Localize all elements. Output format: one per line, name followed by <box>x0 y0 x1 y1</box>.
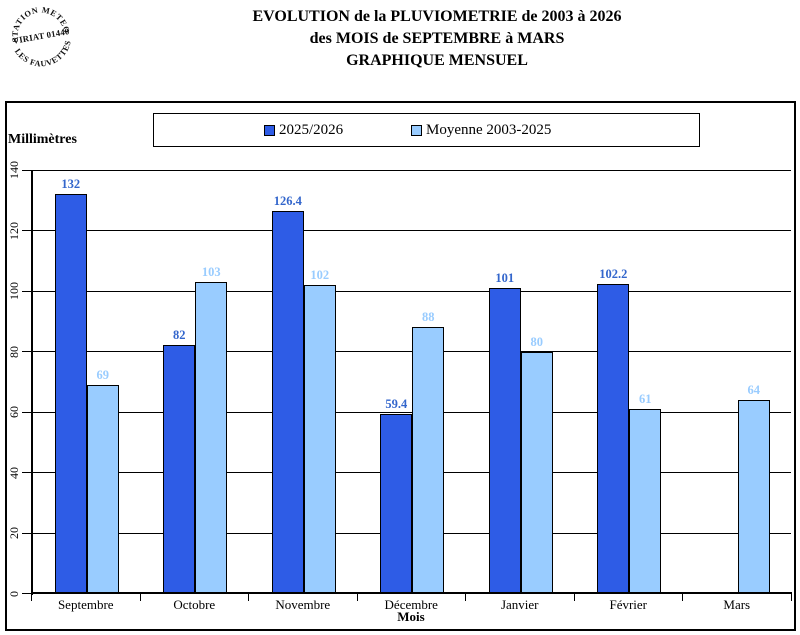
bar-value-s2025-2026-février: 102.2 <box>599 267 628 282</box>
x-tick-5 <box>573 593 575 601</box>
y-tick-0 <box>22 593 31 594</box>
y-tick-60 <box>22 411 31 413</box>
legend: 2025/2026 Moyenne 2003-2025 <box>153 113 700 147</box>
bar-value-moyenne-septembre: 69 <box>96 367 110 382</box>
gridline-60 <box>31 411 791 413</box>
legend-swatch-2025-2026 <box>264 124 275 136</box>
x-tick-1 <box>139 593 141 601</box>
x-category-label-octobre: Octobre <box>173 597 216 612</box>
y-axis-line <box>30 170 33 595</box>
bar-s2025-2026-janvier <box>488 287 521 594</box>
bar-moyenne-novembre <box>303 284 336 594</box>
y-tick-label-80: 80 <box>7 345 21 358</box>
gridline-80 <box>31 351 791 352</box>
bar-moyenne-septembre <box>86 384 119 594</box>
legend-swatch-moyenne <box>411 124 422 136</box>
bar-moyenne-décembre <box>412 327 445 594</box>
title-line-2: des MOIS de SEPTEMBRE à MARS <box>309 30 565 47</box>
x-tick-0 <box>31 593 32 601</box>
x-tick-2 <box>248 593 249 601</box>
title-line-1: EVOLUTION de la PLUVIOMETRIE de 2003 à 2… <box>252 8 622 25</box>
gridline-120 <box>31 230 791 231</box>
x-tick-3 <box>356 593 358 601</box>
station-stamp: STATION METEO LES FAUVETTES VIRIAT 01440 <box>6 1 77 74</box>
x-category-label-décembre: Décembre <box>384 597 438 612</box>
x-axis-title: Mois <box>397 609 425 624</box>
y-tick-120 <box>22 230 31 231</box>
bar-value-s2025-2026-janvier: 101 <box>495 270 515 285</box>
y-tick-20 <box>22 532 31 534</box>
bar-value-moyenne-janvier: 80 <box>530 334 544 349</box>
y-tick-140 <box>22 169 31 171</box>
y-axis-title: Millimètres <box>8 132 77 147</box>
chart-title: EVOLUTION de la PLUVIOMETRIE de 2003 à 2… <box>87 6 787 72</box>
y-tick-40 <box>22 472 31 473</box>
bar-value-s2025-2026-novembre: 126.4 <box>273 194 302 209</box>
x-category-label-septembre: Septembre <box>57 597 114 612</box>
bar-s2025-2026-décembre <box>380 413 413 594</box>
bar-s2025-2026-novembre <box>271 211 304 594</box>
legend-label-moyenne: Moyenne 2003-2025 <box>426 121 552 138</box>
bar-moyenne-octobre <box>195 281 228 594</box>
y-tick-label-40: 40 <box>7 466 21 479</box>
y-tick-80 <box>22 351 31 352</box>
x-tick-6 <box>682 593 683 601</box>
bar-value-s2025-2026-octobre: 82 <box>173 328 186 343</box>
x-category-label-mars: Mars <box>723 597 751 612</box>
legend-label-2025-2026: 2025/2026 <box>279 121 344 138</box>
y-tick-100 <box>22 290 31 292</box>
y-tick-label-100: 100 <box>7 282 21 300</box>
legend-item-2025-2026: 2025/2026 <box>264 114 343 146</box>
y-tick-label-60: 60 <box>7 406 21 418</box>
x-tick-7 <box>790 593 792 601</box>
bar-value-s2025-2026-septembre: 132 <box>61 177 81 192</box>
gridline-100 <box>31 290 791 292</box>
x-axis-line <box>30 592 792 594</box>
x-category-label-novembre: Novembre <box>275 597 331 612</box>
y-tick-label-0: 0 <box>7 590 21 597</box>
bar-value-s2025-2026-décembre: 59.4 <box>385 396 408 411</box>
bar-s2025-2026-septembre <box>54 194 87 594</box>
bar-s2025-2026-octobre <box>163 345 196 594</box>
bar-value-moyenne-mars: 64 <box>747 382 761 397</box>
y-tick-label-140: 140 <box>7 161 21 179</box>
x-category-label-janvier: Janvier <box>500 597 539 612</box>
legend-item-moyenne: Moyenne 2003-2025 <box>411 114 551 146</box>
x-tick-4 <box>465 593 466 601</box>
gridline-140 <box>31 169 791 171</box>
bar-moyenne-février <box>629 408 662 594</box>
bar-value-moyenne-décembre: 88 <box>422 310 435 325</box>
bar-s2025-2026-février <box>597 284 630 594</box>
y-tick-label-20: 20 <box>7 527 21 539</box>
bar-value-moyenne-novembre: 102 <box>310 267 330 282</box>
bar-moyenne-mars <box>737 399 770 594</box>
bar-moyenne-janvier <box>520 351 553 594</box>
title-line-3: GRAPHIQUE MENSUEL <box>346 52 528 69</box>
x-category-label-février: Février <box>609 597 648 612</box>
bar-value-moyenne-octobre: 103 <box>201 264 221 279</box>
bar-value-moyenne-février: 61 <box>639 391 652 406</box>
y-tick-label-120: 120 <box>7 221 21 240</box>
